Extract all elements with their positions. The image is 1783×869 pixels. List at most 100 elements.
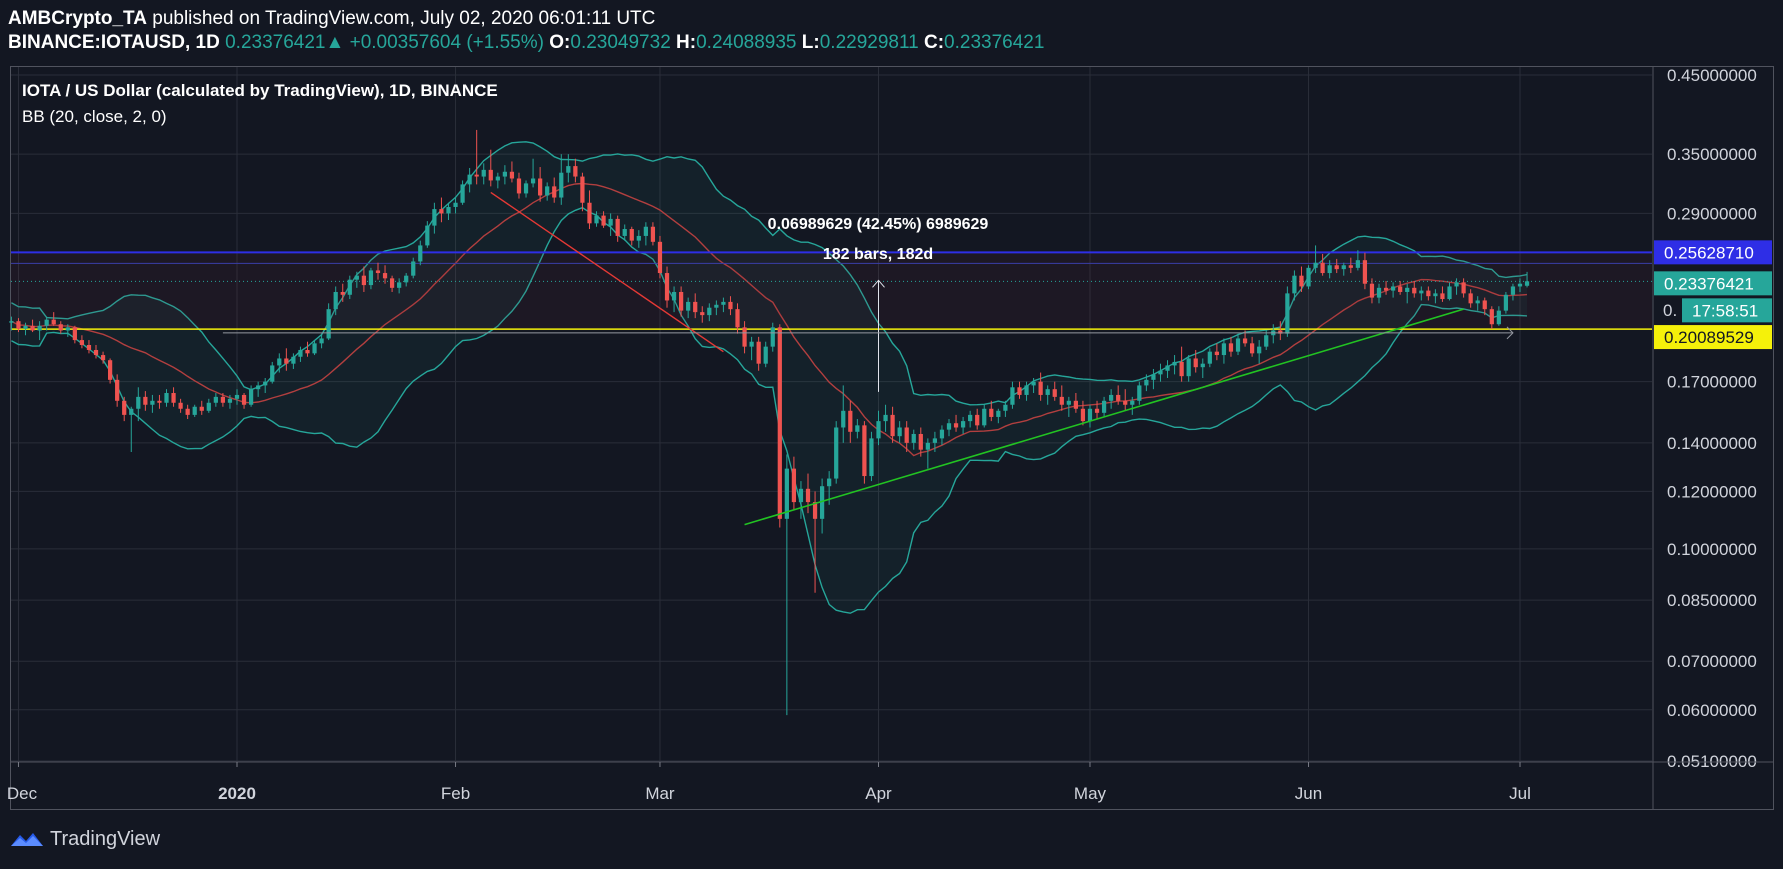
candle[interactable]: [418, 240, 423, 266]
candle[interactable]: [538, 167, 543, 202]
candle[interactable]: [30, 319, 35, 333]
candle[interactable]: [707, 303, 712, 322]
candle[interactable]: [932, 431, 938, 452]
candle[interactable]: [989, 400, 994, 422]
candle[interactable]: [1045, 385, 1050, 405]
candle[interactable]: [1440, 286, 1445, 302]
candle[interactable]: [1214, 343, 1219, 361]
candle[interactable]: [679, 286, 684, 317]
candle[interactable]: [1228, 336, 1234, 357]
candle[interactable]: [763, 341, 768, 368]
candle[interactable]: [580, 172, 585, 212]
candle[interactable]: [925, 438, 930, 469]
candle[interactable]: [1144, 374, 1149, 392]
candle[interactable]: [453, 197, 458, 214]
candle[interactable]: [256, 381, 261, 397]
candle[interactable]: [227, 394, 233, 409]
candle[interactable]: [1264, 330, 1269, 350]
candle[interactable]: [248, 385, 254, 407]
candle[interactable]: [481, 163, 486, 185]
candle[interactable]: [636, 230, 641, 248]
candle[interactable]: [340, 283, 345, 302]
candle[interactable]: [1017, 381, 1022, 399]
candle[interactable]: [291, 353, 296, 369]
candle[interactable]: [185, 404, 190, 420]
candle[interactable]: [79, 335, 85, 349]
candle[interactable]: [1165, 360, 1170, 379]
candle[interactable]: [834, 421, 839, 484]
candle[interactable]: [1109, 389, 1114, 409]
candle[interactable]: [1101, 396, 1107, 417]
candle[interactable]: [608, 213, 613, 236]
candle[interactable]: [23, 322, 28, 336]
candle[interactable]: [1024, 381, 1029, 401]
candle[interactable]: [9, 316, 14, 331]
candle[interactable]: [58, 321, 63, 334]
candle[interactable]: [488, 149, 493, 187]
candle[interactable]: [812, 491, 818, 593]
candle[interactable]: [1482, 297, 1487, 316]
candle[interactable]: [319, 333, 324, 349]
candle[interactable]: [671, 286, 677, 313]
candle[interactable]: [939, 425, 945, 446]
candle[interactable]: [37, 321, 42, 341]
candle[interactable]: [1073, 393, 1078, 413]
candle[interactable]: [982, 404, 987, 428]
candle[interactable]: [784, 454, 789, 716]
candle[interactable]: [552, 177, 557, 203]
candle[interactable]: [1412, 281, 1417, 298]
candle[interactable]: [855, 419, 860, 439]
candles[interactable]: [9, 129, 1530, 716]
candle[interactable]: [206, 398, 211, 413]
candle[interactable]: [467, 167, 472, 193]
candle[interactable]: [721, 297, 726, 313]
candle[interactable]: [890, 406, 895, 443]
candle[interactable]: [72, 325, 77, 344]
candle[interactable]: [975, 408, 980, 430]
candle[interactable]: [277, 353, 282, 373]
candle[interactable]: [115, 374, 120, 407]
candle[interactable]: [1003, 400, 1008, 417]
candle[interactable]: [587, 190, 592, 230]
candle[interactable]: [1489, 306, 1494, 329]
candle[interactable]: [284, 348, 289, 371]
candle[interactable]: [657, 235, 663, 279]
candle[interactable]: [178, 398, 183, 413]
candle[interactable]: [326, 303, 331, 341]
candle[interactable]: [1341, 262, 1346, 276]
candle[interactable]: [1419, 286, 1424, 301]
candle[interactable]: [968, 410, 973, 428]
candle[interactable]: [904, 421, 909, 452]
candle[interactable]: [1292, 270, 1297, 301]
candle[interactable]: [1299, 266, 1304, 292]
candle[interactable]: [446, 202, 451, 221]
candle[interactable]: [150, 394, 155, 413]
candle[interactable]: [1524, 271, 1530, 288]
candle[interactable]: [601, 211, 606, 228]
candle[interactable]: [1306, 265, 1311, 290]
candle[interactable]: [545, 182, 550, 201]
candle[interactable]: [1405, 283, 1410, 304]
candle[interactable]: [347, 275, 352, 300]
candle[interactable]: [777, 324, 782, 528]
candle[interactable]: [1010, 381, 1015, 409]
candle[interactable]: [559, 154, 564, 205]
candle[interactable]: [1221, 338, 1227, 364]
candle[interactable]: [1313, 245, 1318, 274]
candle[interactable]: [770, 322, 775, 352]
candle[interactable]: [495, 172, 500, 189]
candle[interactable]: [157, 394, 162, 409]
candle[interactable]: [432, 202, 437, 234]
candle[interactable]: [1355, 250, 1360, 271]
candle[interactable]: [805, 473, 811, 514]
candle[interactable]: [1376, 283, 1382, 304]
candle[interactable]: [1496, 306, 1501, 326]
candle[interactable]: [16, 318, 21, 333]
candle[interactable]: [516, 172, 522, 199]
candle[interactable]: [1257, 340, 1262, 364]
candle[interactable]: [270, 361, 275, 384]
candle[interactable]: [594, 211, 599, 227]
candle[interactable]: [1123, 389, 1128, 411]
candle[interactable]: [1207, 348, 1212, 368]
